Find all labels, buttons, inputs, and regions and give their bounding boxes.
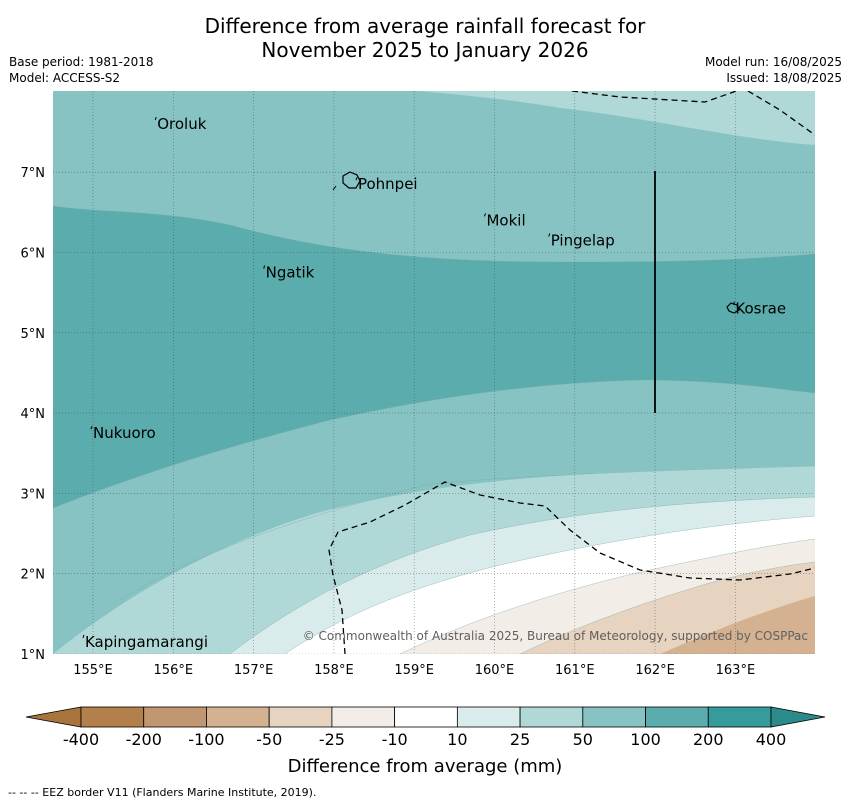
- colorbar-tick-label: 100: [630, 730, 661, 749]
- colorbar-tick-label: 50: [573, 730, 593, 749]
- colorbar-tick-label: -25: [319, 730, 345, 749]
- place-label: Ngatik: [266, 264, 315, 282]
- place-marker: [154, 116, 157, 121]
- title-line-2: November 2025 to January 2026: [261, 38, 589, 62]
- base-period: Base period: 1981-2018: [9, 55, 154, 69]
- x-tick-label: 160°E: [475, 663, 515, 678]
- copyright-text: © Commonwealth of Australia 2025, Bureau…: [303, 629, 808, 643]
- band-50-100-north: [420, 91, 815, 145]
- place-label: Nukuoro: [93, 424, 156, 442]
- colorbar-box: [143, 706, 207, 728]
- x-axis-ticks: 155°E 156°E 157°E 158°E 159°E 160°E 161°E 162°E…: [73, 663, 755, 678]
- colorbar-tick-label: -50: [256, 730, 282, 749]
- y-tick-label: 5°N: [21, 327, 46, 342]
- issued-date: Issued: 18/08/2025: [726, 71, 842, 85]
- model-run: Model run: 16/08/2025: [704, 55, 842, 69]
- colorbar: -400 -200 -100 -50 -25 -10 10 25 50 100 200 400: [25, 706, 826, 749]
- colorbar-label: Difference from average (mm): [288, 756, 563, 777]
- colorbar-box: [80, 706, 145, 728]
- eez-legend: -- -- -- EEZ border V11 (Flanders Marine…: [8, 786, 317, 799]
- x-tick-label: 157°E: [234, 663, 274, 678]
- colorbar-tick-label: 400: [756, 730, 787, 749]
- colorbar-box: [582, 706, 646, 728]
- x-tick-label: 156°E: [154, 663, 194, 678]
- colorbar-box: [268, 706, 333, 728]
- colorbar-box: [645, 706, 709, 728]
- colorbar-tick-label: -400: [63, 730, 99, 749]
- y-tick-label: 4°N: [21, 407, 46, 422]
- place-marker: [732, 301, 735, 305]
- place-label: Oroluk: [157, 115, 206, 133]
- colorbar-tick-label: -200: [126, 730, 162, 749]
- place-label: Pingelap: [551, 231, 615, 249]
- y-tick-label: 7°N: [21, 166, 46, 181]
- model-name: Model: ACCESS-S2: [9, 71, 121, 85]
- x-tick-label: 163°E: [716, 663, 756, 678]
- colorbar-box: [394, 706, 458, 728]
- colorbar-tick-label: -100: [188, 730, 224, 749]
- colorbar-box: [456, 706, 521, 728]
- place-labels: Oroluk Pohnpei Mokil Pingelap Ngatik Kosrae Nu…: [82, 115, 786, 651]
- place-label: Mokil: [486, 211, 525, 229]
- place-label: Pohnpei: [358, 175, 418, 193]
- eez-border: [328, 91, 815, 654]
- y-tick-label: 1°N: [21, 648, 46, 663]
- y-tick-label: 3°N: [21, 487, 46, 502]
- y-axis-ticks: 1°N 2°N 3°N 4°N 5°N 6°N 7°N: [21, 166, 46, 663]
- place-marker: [90, 426, 93, 430]
- y-tick-label: 6°N: [21, 247, 46, 262]
- colorbar-box: [707, 706, 772, 728]
- x-tick-label: 158°E: [314, 663, 354, 678]
- colorbar-extend-low: [25, 706, 82, 728]
- contour-fill-layer: [53, 91, 815, 654]
- x-tick-label: 161°E: [555, 663, 595, 678]
- x-tick-label: 155°E: [73, 663, 113, 678]
- place-marker: [548, 233, 551, 237]
- colorbar-tick-label: -10: [382, 730, 408, 749]
- colorbar-box: [519, 706, 584, 728]
- band-minus-50-100: [660, 596, 815, 654]
- place-marker: [263, 265, 266, 269]
- colorbar-box: [331, 706, 396, 728]
- pohnpei-outline: [342, 171, 361, 189]
- place-marker: [82, 634, 85, 639]
- place-marker: [355, 177, 358, 181]
- colorbar-box: [206, 706, 270, 728]
- place-label: Kapingamarangi: [85, 633, 208, 651]
- kosrae-outline: [726, 302, 740, 314]
- colorbar-extend-high: [770, 706, 826, 728]
- x-tick-label: 162°E: [635, 663, 675, 678]
- place-marker: [483, 213, 486, 217]
- colorbar-tick-label: 10: [447, 730, 467, 749]
- pohnpei-reef: [332, 185, 337, 191]
- place-label: Kosrae: [735, 300, 786, 318]
- x-tick-label: 159°E: [394, 663, 434, 678]
- band-100-200-north: [53, 91, 815, 262]
- title-line-1: Difference from average rainfall forecas…: [204, 14, 646, 38]
- y-tick-label: 2°N: [21, 568, 46, 583]
- colorbar-tick-label: 25: [510, 730, 530, 749]
- colorbar-tick-label: 200: [693, 730, 724, 749]
